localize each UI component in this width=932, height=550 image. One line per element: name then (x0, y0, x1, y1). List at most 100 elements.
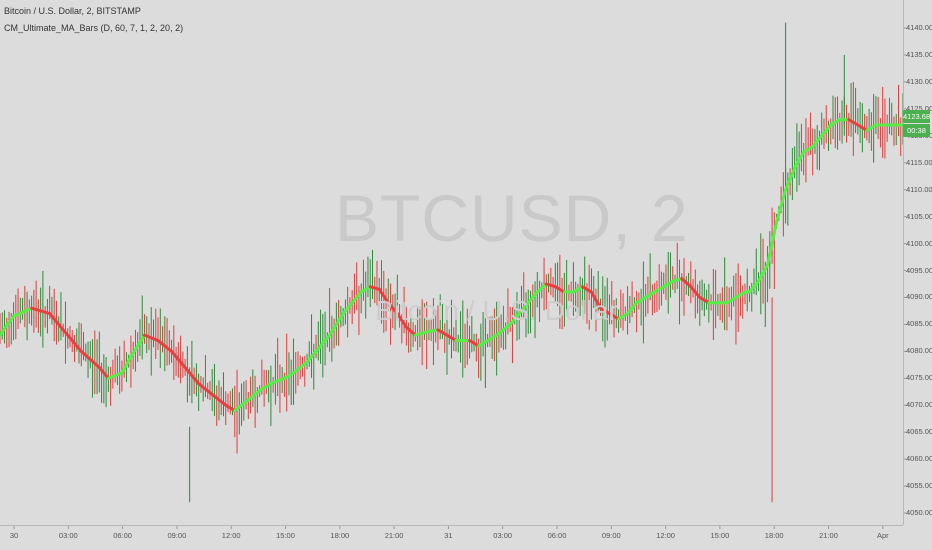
y-tick-label: 4110.00 (906, 184, 932, 194)
y-tick-label: 4070.00 (906, 400, 932, 410)
ma-segment (120, 355, 133, 375)
ma-segment (526, 290, 539, 305)
ma-segment (97, 366, 110, 380)
ma-segment (269, 376, 286, 386)
ma-segment (359, 285, 372, 294)
ma-segment (626, 301, 639, 316)
x-tick-label: 09:00 (601, 531, 621, 540)
ma-segment (79, 349, 101, 369)
x-tick-label: 31 (444, 531, 453, 540)
ma-segment (291, 360, 309, 375)
y-tick-label: 4125.00 (906, 103, 932, 113)
ma-segment (183, 366, 201, 386)
ma-segment (246, 387, 264, 402)
x-tick-label: 21:00 (384, 531, 404, 540)
ma-segment (508, 312, 521, 326)
x-tick-label: 12:00 (656, 531, 675, 540)
ma-segment (30, 306, 52, 316)
y-tick-label: 4140.00 (906, 23, 932, 32)
ma-segment (0, 314, 16, 337)
y-tick-label: 4055.00 (906, 481, 932, 491)
ma-segment (689, 285, 702, 299)
ma-segment (436, 328, 449, 337)
ma-segment (142, 333, 160, 343)
ma-segment (635, 295, 648, 305)
y-tick-label: 4135.00 (906, 49, 932, 59)
ma-segment (386, 301, 399, 316)
ma-segment (747, 279, 761, 294)
x-tick-label: 09:00 (167, 531, 187, 540)
ma-segment (495, 322, 512, 337)
ma-segment (608, 312, 621, 321)
ma-segment (544, 282, 557, 289)
y-tick-label: 4075.00 (906, 373, 932, 383)
ma-segment (589, 290, 602, 310)
ma-segment (698, 295, 711, 305)
ma-segment (680, 277, 693, 289)
ma-segment (580, 285, 593, 294)
symbol-legend[interactable]: Bitcoin / U.S. Dollar, 2, BITSTAMP (4, 6, 141, 16)
ma-segment (811, 134, 824, 149)
ma-segment (210, 392, 228, 407)
ma-segment (156, 339, 174, 353)
ma-segment (368, 285, 381, 291)
ma-segment (775, 188, 788, 224)
ma-segment (445, 333, 458, 343)
y-tick-label: 4050.00 (906, 508, 932, 517)
ma-segment (517, 301, 530, 316)
y-tick-label: 4090.00 (906, 292, 932, 302)
ma-segment (662, 279, 675, 289)
ma-segment (734, 290, 747, 299)
y-tick-label: 4115.00 (906, 157, 932, 167)
ma-segment (106, 371, 124, 380)
ma-segment (305, 344, 323, 364)
ma-segment (856, 123, 869, 132)
ma-segment (847, 118, 860, 127)
watermark-name: Bitcoin / U.S. Dollar (375, 295, 618, 326)
ma-segment (319, 333, 332, 348)
x-tick-label: 30 (9, 531, 19, 540)
y-tick-label: 4105.00 (906, 211, 932, 221)
x-tick-label: Apr (876, 531, 889, 540)
indicator-legend[interactable]: CM_Ultimate_MA_Bars (D, 60, 7, 1, 2, 20,… (4, 23, 184, 33)
ma-segment (377, 287, 390, 305)
ma-segment (170, 349, 187, 369)
ma-segment (197, 382, 214, 396)
ma-segment (12, 306, 34, 318)
ma-segment (328, 312, 345, 337)
ma-segment (422, 328, 440, 334)
ma-segment (802, 145, 815, 154)
x-tick-label: 12:00 (221, 531, 241, 540)
ma-segment (61, 328, 83, 353)
ma-segment (766, 220, 779, 267)
last-price-label: 4123.68 (903, 110, 931, 123)
y-tick-label: 4080.00 (906, 346, 932, 356)
ma-segment (725, 295, 738, 305)
ma-segment (477, 339, 490, 348)
x-tick-label: 18:00 (330, 531, 350, 540)
ma-segment (829, 118, 842, 127)
ma-segment (553, 285, 566, 294)
x-tick-label: 06:00 (113, 531, 132, 540)
ma-segment (644, 290, 657, 299)
ma-segment (350, 290, 363, 305)
ma-segment (468, 339, 481, 348)
ma-segment (404, 325, 417, 337)
moving-average-line (0, 118, 905, 413)
ma-segment (617, 312, 630, 321)
watermark-symbol: BTCUSD, 2 (335, 181, 689, 255)
x-tick-label: 03:00 (493, 531, 513, 540)
ma-segment (282, 371, 295, 380)
x-tick-label: 06:00 (547, 531, 567, 540)
ma-segment (793, 150, 806, 170)
y-tick-label: 4085.00 (906, 319, 932, 329)
ma-segment (486, 333, 499, 343)
ma-segment (260, 382, 273, 391)
ma-segment (233, 398, 250, 413)
y-tick-label: 4065.00 (906, 427, 932, 437)
x-tick-label: 21:00 (819, 531, 838, 540)
ma-segment (341, 301, 354, 316)
ma-segment (865, 123, 878, 132)
x-tick-label: 03:00 (58, 531, 78, 540)
